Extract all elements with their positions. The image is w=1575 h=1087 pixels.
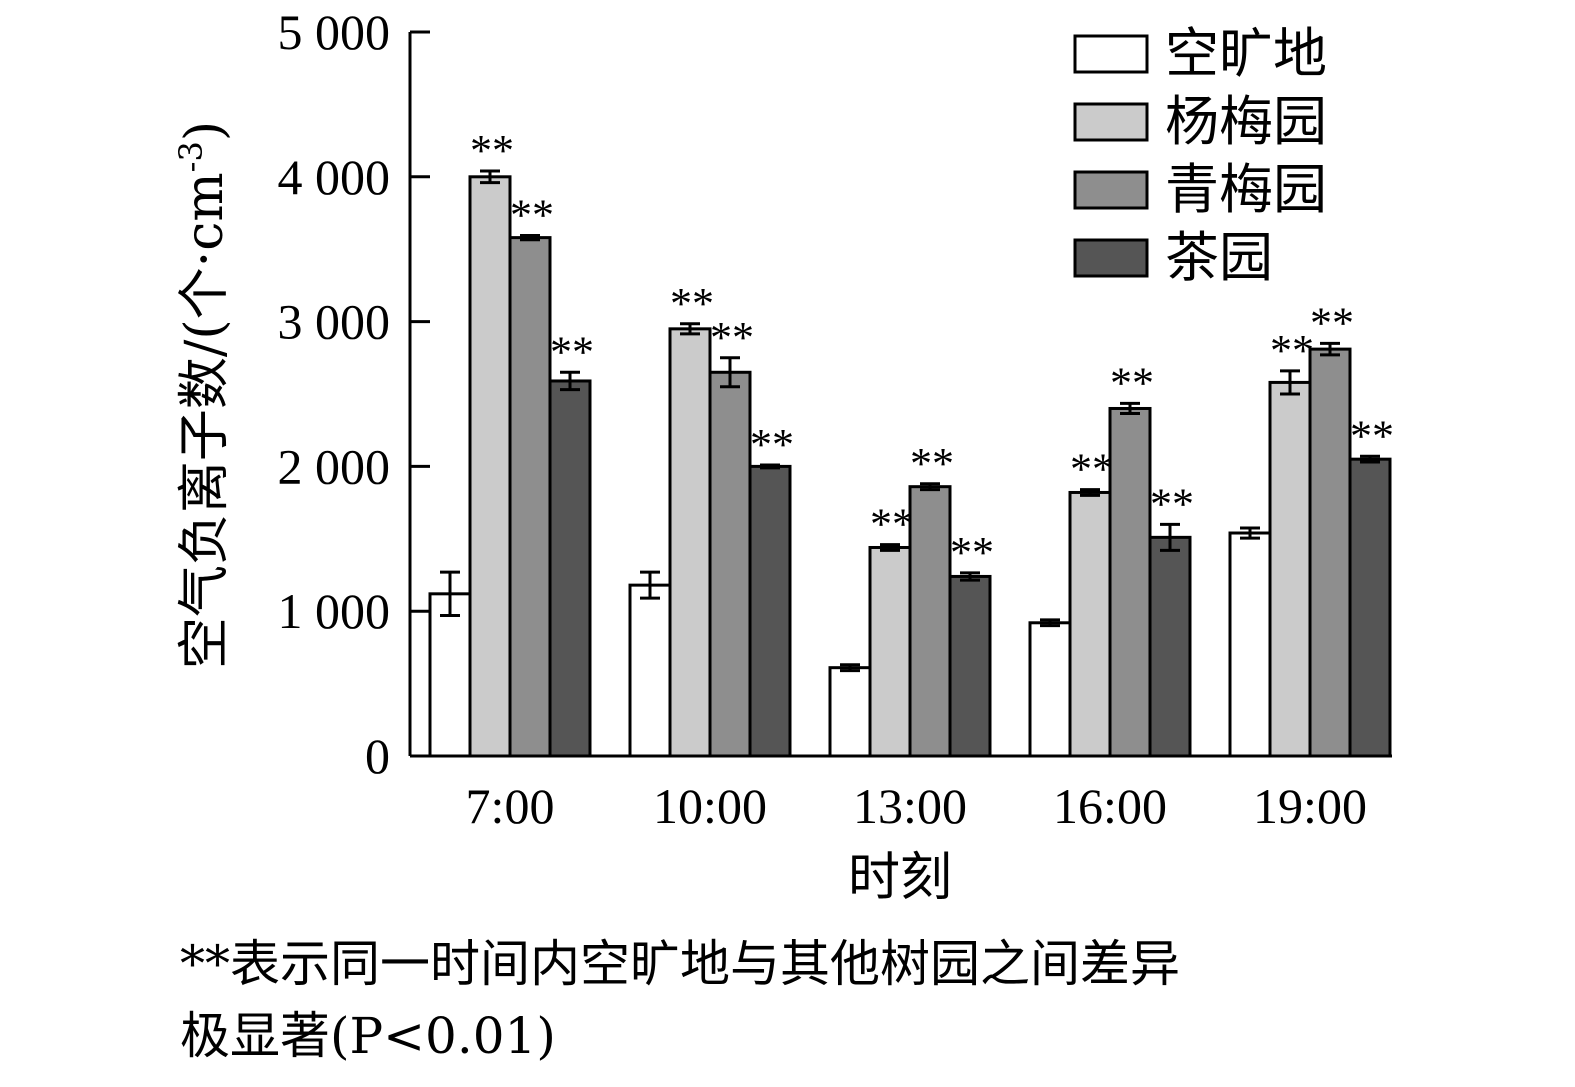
y-tick-label: 4 000 <box>278 149 391 205</box>
bar <box>1228 531 1272 758</box>
legend-label: 杨梅园 <box>1165 90 1327 153</box>
legend-label: 茶园 <box>1165 226 1273 289</box>
x-ticks: 7:00 10:00 13:00 16:00 19:00 <box>466 778 1367 834</box>
legend-label: 青梅园 <box>1165 158 1327 221</box>
bar <box>748 464 792 758</box>
y-tick-label: 1 000 <box>278 583 391 639</box>
y-tick-label: 3 000 <box>278 294 391 350</box>
significance-marker: ** <box>470 126 514 175</box>
bar <box>1068 490 1112 758</box>
bar <box>668 327 712 758</box>
footnote-line-1: **表示同一时间内空旷地与其他树园之间差异 <box>180 935 1180 993</box>
footnote-line-2: 极显著(P<0.01) <box>180 1007 556 1065</box>
significance-marker: ** <box>670 279 714 328</box>
significance-marker: ** <box>1310 298 1354 347</box>
bar <box>508 236 552 758</box>
bar <box>828 666 872 758</box>
bar <box>1108 406 1152 758</box>
y-axis-title: 空气负离子数/(个·cm-3) <box>172 121 235 669</box>
significance-marker: ** <box>1350 411 1394 460</box>
x-tick-label: 13:00 <box>853 778 967 834</box>
significance-marker: ** <box>510 190 554 239</box>
significance-marker: ** <box>750 420 794 469</box>
legend-swatch <box>1073 170 1149 210</box>
y-tick-label: 5 000 <box>278 4 391 60</box>
bar <box>868 545 912 758</box>
significance-marker: ** <box>910 439 954 488</box>
y-tick-label: 0 <box>365 728 390 784</box>
bar <box>428 592 472 758</box>
bar <box>1348 457 1392 758</box>
y-ticks: 0 1 000 2 000 3 000 4 000 5 000 <box>278 4 430 784</box>
x-tick-label: 10:00 <box>653 778 767 834</box>
legend-swatch <box>1073 102 1149 142</box>
y-axis-title-text: 空气负离子数/(个·cm-3) <box>172 121 235 669</box>
bar <box>628 583 672 758</box>
legend-label: 空旷地 <box>1165 22 1327 85</box>
bar <box>708 370 752 758</box>
bar <box>468 175 512 758</box>
legend-swatch <box>1073 238 1149 278</box>
significance-marker: ** <box>1070 445 1114 494</box>
bars: ****************************** <box>428 126 1394 758</box>
bar <box>1268 380 1312 758</box>
y-tick-label: 2 000 <box>278 438 391 494</box>
x-tick-label: 16:00 <box>1053 778 1167 834</box>
significance-marker: ** <box>870 500 914 549</box>
significance-marker: ** <box>950 528 994 577</box>
bar <box>1148 535 1192 758</box>
significance-marker: ** <box>1150 479 1194 528</box>
significance-marker: ** <box>550 327 594 376</box>
bar <box>1028 621 1072 758</box>
x-tick-label: 7:00 <box>466 778 555 834</box>
significance-marker: ** <box>1110 358 1154 407</box>
legend-swatch <box>1073 34 1149 74</box>
bar <box>1308 347 1352 758</box>
bar <box>548 379 592 758</box>
significance-marker: ** <box>1270 326 1314 375</box>
x-tick-label: 19:00 <box>1253 778 1367 834</box>
significance-marker: ** <box>710 313 754 362</box>
bar <box>948 574 992 758</box>
x-axis-title: 时刻 <box>848 848 952 908</box>
bar <box>908 485 952 758</box>
